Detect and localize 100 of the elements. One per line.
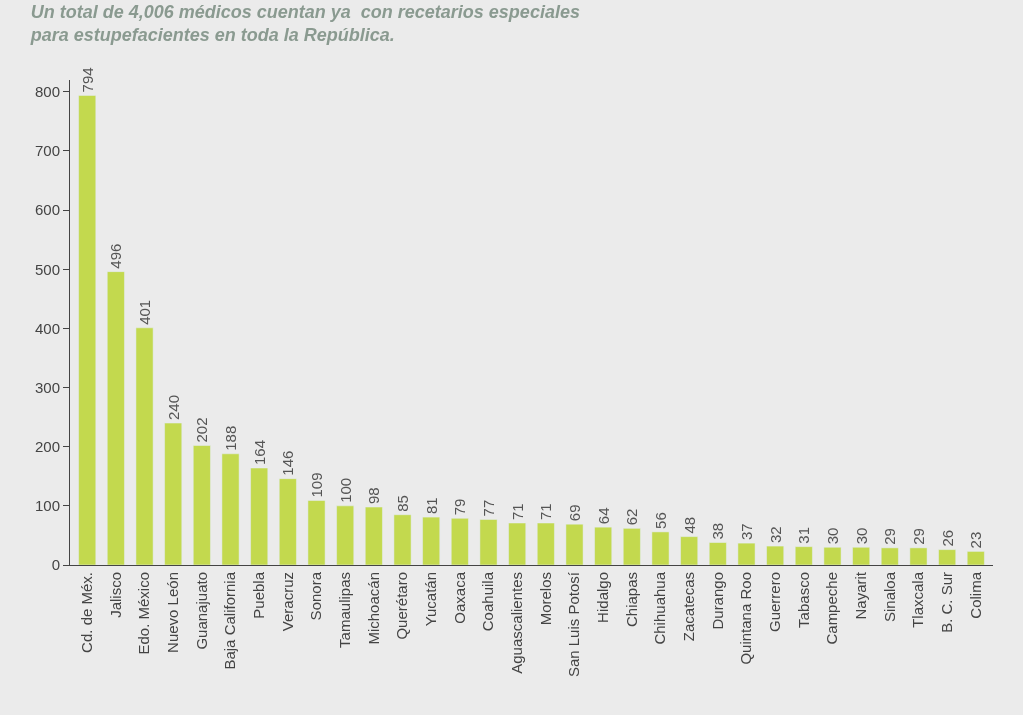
- y-tick-label: 100: [34, 497, 60, 515]
- data-label: 30: [823, 527, 841, 545]
- data-label: 56: [651, 512, 669, 529]
- x-tick-label: Morelos: [536, 572, 554, 626]
- data-label: 29: [881, 528, 899, 545]
- bar: [78, 95, 97, 565]
- bar: [938, 549, 956, 565]
- bar: [966, 551, 985, 565]
- bar: [565, 523, 584, 565]
- bar: [680, 536, 698, 565]
- x-tick-label: Aguascalientes: [508, 572, 526, 674]
- y-tick-label: 500: [34, 260, 60, 278]
- bar: [823, 547, 842, 565]
- x-tick-label: Michoacán: [364, 572, 382, 645]
- x-tick-label: Oaxaca: [450, 571, 468, 624]
- data-label: 71: [508, 503, 526, 521]
- data-label: 23: [967, 531, 985, 549]
- data-label: 81: [422, 497, 440, 515]
- data-label: 38: [709, 522, 727, 540]
- data-label: 37: [737, 523, 755, 541]
- data-label: 164: [250, 439, 268, 465]
- chart-title: Un total de 4,006 médicos cuentan ya con recetarios especiales para estupefacientes en toda la República.: [29, 1, 580, 46]
- bar: [508, 522, 527, 565]
- data-label: 31: [795, 526, 813, 544]
- data-label: 64: [594, 507, 612, 525]
- data-label: 109: [308, 472, 326, 498]
- bar: [135, 327, 154, 565]
- x-tick-label: Campeche: [823, 572, 841, 645]
- data-label: 202: [193, 417, 211, 443]
- x-tick-label: Quintana Roo: [737, 572, 755, 665]
- data-label: 30: [852, 527, 870, 545]
- bar: [880, 547, 899, 565]
- bar: [708, 542, 727, 565]
- x-tick-label: Cd. de Méx.: [78, 572, 96, 653]
- data-label: 71: [537, 503, 555, 521]
- data-label: 98: [365, 487, 383, 505]
- data-label: 26: [938, 529, 956, 547]
- bar: [393, 514, 412, 565]
- data-label: 100: [336, 477, 354, 503]
- data-label: 77: [480, 499, 497, 517]
- x-tick-label: Hidalgo: [594, 572, 612, 623]
- bar: [365, 506, 383, 565]
- bar: [737, 542, 756, 565]
- x-tick-label: Tlaxcala: [909, 571, 927, 628]
- bar: [766, 545, 784, 565]
- x-tick-label: Sonora: [307, 571, 325, 621]
- data-label: 79: [451, 498, 469, 516]
- x-tick-label: Nuevo León: [164, 572, 182, 653]
- y-tick-label: 400: [34, 319, 60, 337]
- bar: [307, 500, 326, 565]
- x-tick-label: Tamaulipas: [336, 572, 354, 648]
- data-label: 32: [766, 526, 784, 544]
- x-tick-label: B. C. Sur: [938, 572, 956, 633]
- x-tick-label: Chiapas: [622, 572, 640, 628]
- x-tick-label: Guerrero: [766, 572, 784, 633]
- x-tick-label: Querétaro: [393, 572, 411, 640]
- x-tick-label: Chihuahua: [651, 571, 669, 645]
- x-tick-label: Sinaloa: [880, 571, 898, 623]
- bar: [622, 528, 641, 565]
- data-label: 69: [566, 504, 583, 522]
- y-tick-label: 600: [34, 201, 60, 219]
- data-label: 496: [107, 243, 125, 269]
- x-tick-label: Jalisco: [106, 572, 124, 618]
- data-label: 240: [164, 395, 182, 421]
- x-tick-label: Nayarit: [852, 571, 870, 620]
- bar: [909, 547, 928, 565]
- data-label: 401: [136, 299, 154, 325]
- data-label: 48: [680, 516, 698, 534]
- bar: [450, 518, 469, 565]
- bar: [536, 522, 555, 565]
- x-tick-label: Tabasco: [794, 572, 812, 628]
- y-tick-label: 800: [34, 83, 60, 101]
- x-tick-label: Colima: [966, 571, 984, 619]
- bar: [422, 516, 441, 565]
- bar: [651, 531, 670, 565]
- y-tick-label: 700: [34, 142, 60, 160]
- x-tick-label: Guanajuato: [192, 572, 210, 650]
- bar: [794, 546, 813, 565]
- bar: [250, 467, 269, 565]
- bar: [336, 505, 355, 565]
- bar: [107, 271, 125, 565]
- x-tick-label: Zacatecas: [680, 572, 698, 642]
- bar: [479, 519, 498, 565]
- data-label: 794: [78, 67, 96, 93]
- bar: [279, 478, 297, 565]
- data-label: 146: [279, 450, 297, 476]
- data-label: 62: [623, 508, 641, 526]
- x-tick-label: Coahuila: [479, 571, 497, 632]
- x-tick-label: San Luis Potosí: [565, 571, 583, 678]
- y-tick-label: 0: [51, 556, 60, 574]
- bar: [164, 422, 183, 565]
- data-label: 85: [394, 495, 412, 512]
- x-tick-label: Durango: [708, 572, 726, 630]
- x-tick-label: Baja California: [221, 571, 239, 670]
- y-tick-label: 200: [34, 437, 60, 455]
- x-tick-label: Veracruz: [278, 572, 296, 632]
- x-tick-label: Puebla: [250, 571, 268, 619]
- bar: [193, 445, 211, 565]
- data-label: 188: [222, 425, 240, 451]
- bar: [852, 547, 870, 565]
